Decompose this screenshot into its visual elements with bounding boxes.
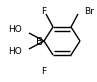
Text: B: B bbox=[36, 37, 44, 47]
Text: F: F bbox=[41, 6, 47, 15]
Text: HO: HO bbox=[8, 47, 22, 56]
Text: Br: Br bbox=[84, 6, 94, 15]
Text: HO: HO bbox=[8, 26, 22, 35]
Text: F: F bbox=[41, 67, 47, 76]
